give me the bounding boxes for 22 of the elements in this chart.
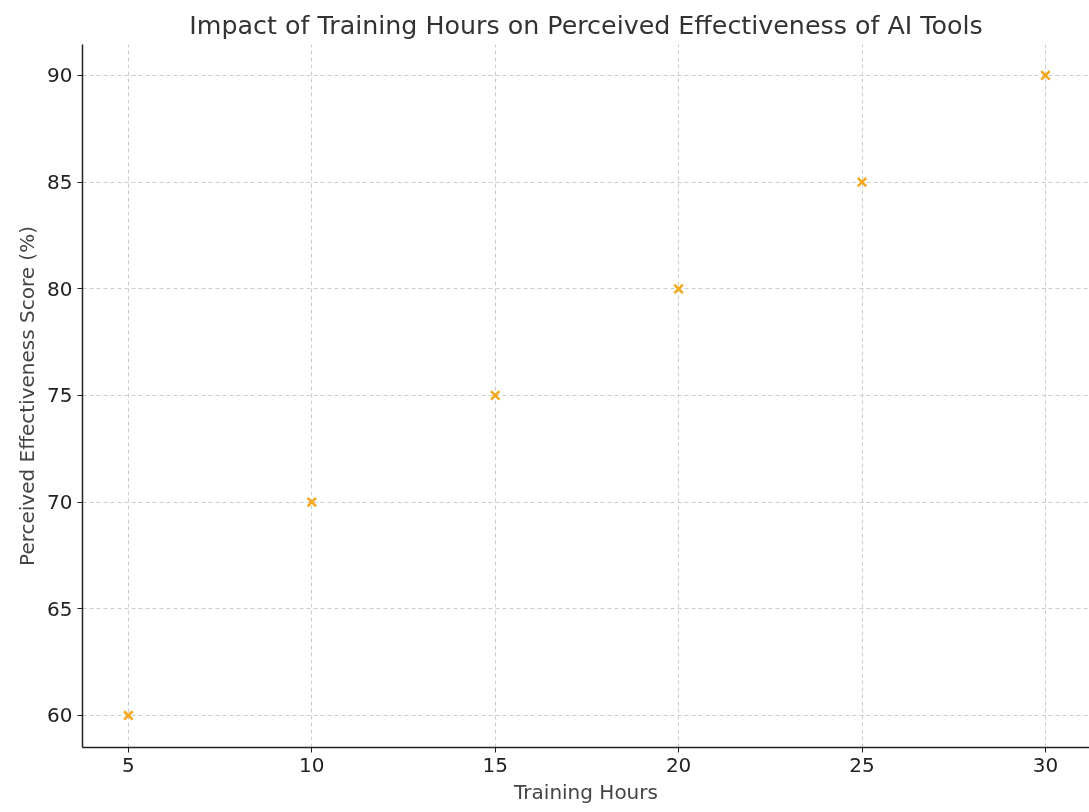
y-tick-label: 85 <box>47 170 73 195</box>
point <box>122 710 134 721</box>
point <box>1039 69 1051 81</box>
y-tick-label: 70 <box>47 490 73 515</box>
x-tick-label: 5 <box>121 752 135 777</box>
x-tick-label: 15 <box>482 752 508 777</box>
chart-title: Impact of Training Hours on Perceived Effectiveness of AI Tools <box>189 9 983 40</box>
point <box>306 496 318 508</box>
point <box>856 176 868 188</box>
x-tick-label: 25 <box>849 752 875 777</box>
y-tick-label: 60 <box>47 703 73 728</box>
y-tick-label: 90 <box>47 63 73 88</box>
x-tick-label: 20 <box>665 752 692 777</box>
x-axis-title: Training Hours <box>513 779 658 804</box>
y-tick-label: 65 <box>47 596 73 621</box>
y-axis-title: Perceived Effectiveness Score (%) <box>15 226 40 566</box>
y-tick-label: 80 <box>47 276 73 301</box>
x-tick-label: 30 <box>1032 752 1059 777</box>
y-tick-label: 75 <box>47 383 73 408</box>
point <box>489 389 501 401</box>
x-tick-label: 10 <box>299 752 325 777</box>
point <box>673 283 685 295</box>
